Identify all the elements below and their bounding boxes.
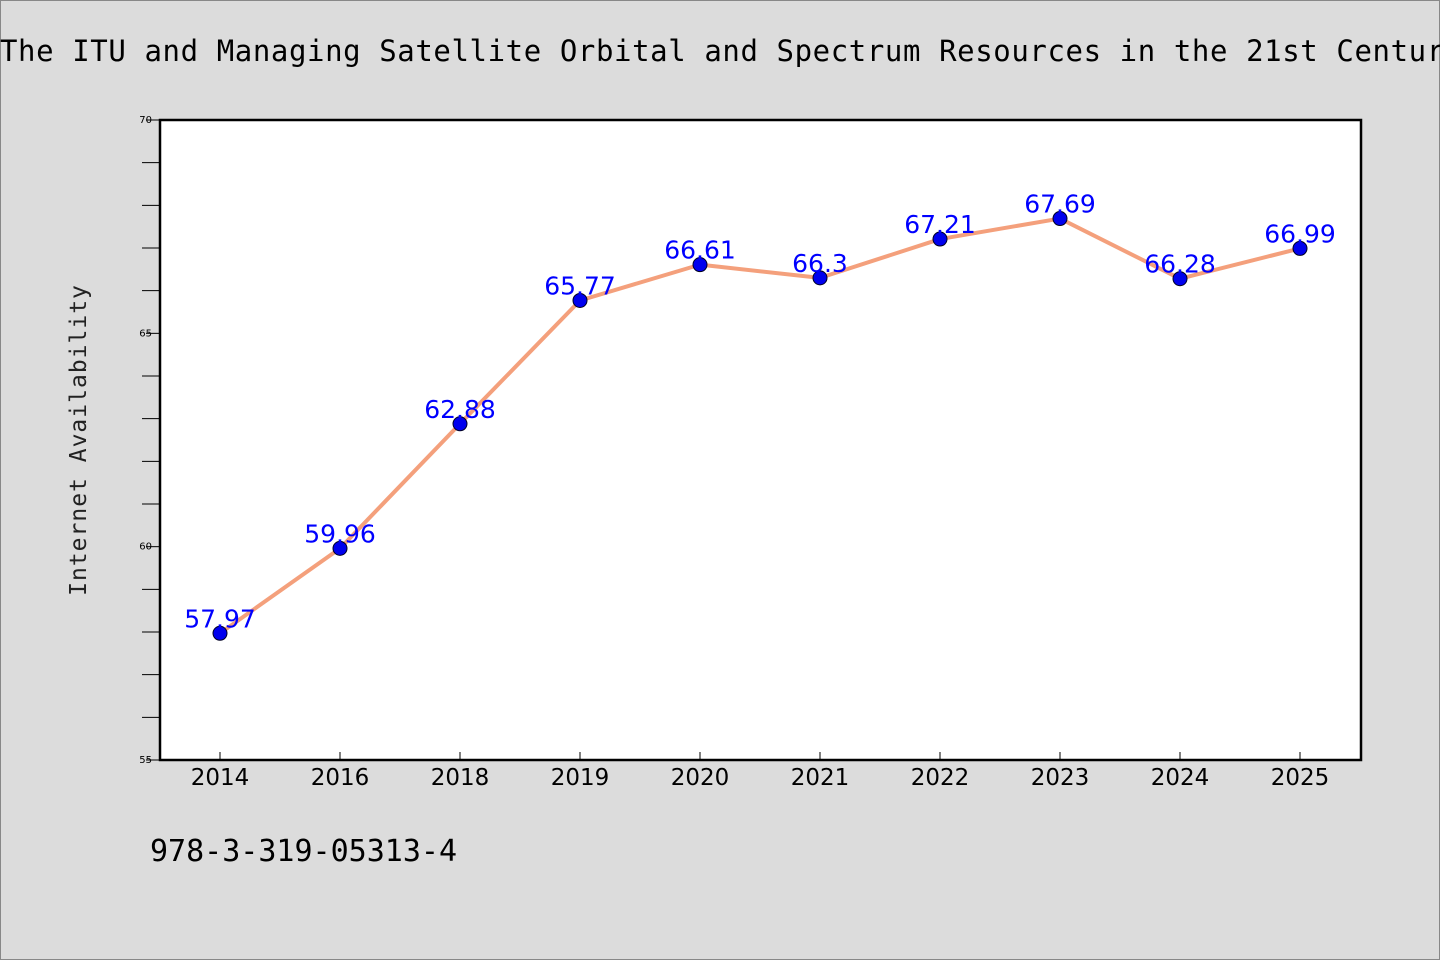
data-point [812, 270, 828, 286]
x-tick-label: 2018 [431, 765, 490, 791]
data-point [1172, 271, 1188, 287]
chart-title: The ITU and Managing Satellite Orbital a… [0, 34, 1440, 68]
data-label: 67.69 [1024, 190, 1096, 219]
series-line [218, 216, 1301, 635]
x-tick-label: 2021 [791, 765, 850, 791]
y-tick-label: 70 [139, 115, 152, 126]
data-label: 59.96 [304, 519, 376, 548]
data-label: 57.97 [184, 604, 256, 633]
data-point [1052, 211, 1068, 227]
x-tick-label: 2023 [1031, 765, 1090, 791]
x-axis: 2014 2016 2018 2019 2020 2021 2022 2023 2024 2025 [191, 752, 1330, 791]
data-label: 66.99 [1264, 219, 1336, 248]
data-label: 67.21 [904, 210, 976, 239]
data-labels: 57.97 59.96 62.88 65.77 66.61 66.3 67.21 67.69 6… [184, 190, 1336, 634]
y-tick-label: 65 [139, 328, 152, 339]
data-label: 65.77 [544, 271, 616, 300]
x-tick-label: 2022 [911, 765, 970, 791]
data-point [932, 231, 948, 247]
x-tick-label: 2016 [311, 765, 370, 791]
x-tick-label: 2024 [1151, 765, 1210, 791]
x-tick-label: 2025 [1271, 765, 1330, 791]
isbn-code: 978-3-319-05313-4 [150, 834, 458, 869]
data-label: 66.61 [664, 236, 736, 265]
data-point [1292, 240, 1308, 256]
y-tick-label: 60 [139, 542, 152, 553]
data-label: 62.88 [424, 395, 496, 424]
data-point [212, 625, 228, 641]
y-axis-label: Internet Availability [66, 284, 92, 596]
y-tick-label: 55 [139, 755, 152, 766]
data-point [332, 540, 348, 556]
plot-border [158, 118, 1363, 762]
data-label: 66.3 [792, 249, 848, 278]
plot-area [160, 120, 1361, 760]
data-point [692, 257, 708, 273]
data-markers [212, 211, 1308, 641]
x-tick-label: 2014 [191, 765, 250, 791]
data-point [452, 416, 468, 432]
x-tick-label: 2019 [551, 765, 610, 791]
data-point [572, 292, 588, 308]
x-tick-label: 2020 [671, 765, 730, 791]
data-label: 66.28 [1144, 250, 1216, 279]
y-axis: 55 60 65 70 [139, 115, 160, 766]
